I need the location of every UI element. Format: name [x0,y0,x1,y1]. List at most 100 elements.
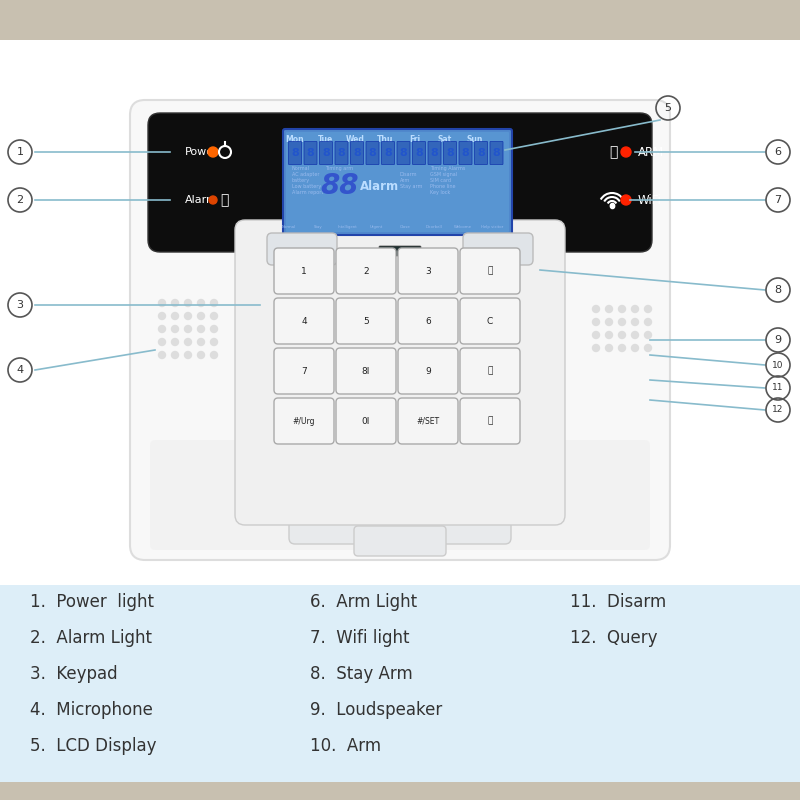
Text: Timing arm: Timing arm [325,166,353,171]
Text: 4: 4 [17,365,23,375]
Circle shape [185,299,191,306]
Circle shape [185,351,191,358]
Circle shape [158,338,166,346]
Text: 10.  Arm: 10. Arm [310,737,381,755]
Text: 8I: 8I [362,366,370,375]
Text: 4: 4 [301,317,307,326]
FancyBboxPatch shape [235,220,565,525]
Circle shape [631,331,638,338]
Circle shape [158,326,166,333]
FancyBboxPatch shape [398,298,458,344]
Circle shape [593,331,599,338]
Circle shape [631,306,638,313]
Text: 8: 8 [430,148,438,158]
Circle shape [621,147,631,157]
Text: #/SET: #/SET [417,417,439,426]
Circle shape [606,345,613,351]
Bar [0,782,800,800]
Circle shape [210,326,218,333]
Text: 🔒: 🔒 [487,266,493,275]
Text: 1.  Power  light: 1. Power light [30,593,154,611]
Text: ARM: ARM [638,146,664,158]
Circle shape [631,345,638,351]
Text: 10: 10 [772,361,784,370]
Text: 9.  Loudspeaker: 9. Loudspeaker [310,701,442,719]
Text: Sun: Sun [467,134,483,143]
FancyBboxPatch shape [382,142,394,165]
Circle shape [210,338,218,346]
Text: 1: 1 [17,147,23,157]
Text: Low battery: Low battery [292,184,322,189]
Text: 8: 8 [291,148,299,158]
Bar [0,0,800,40]
Circle shape [158,351,166,358]
Circle shape [593,318,599,326]
Text: 🔐: 🔐 [487,366,493,375]
Circle shape [621,195,631,205]
FancyBboxPatch shape [398,248,458,294]
Text: 6.  Arm Light: 6. Arm Light [310,593,417,611]
FancyBboxPatch shape [274,248,334,294]
Text: Intelligent: Intelligent [337,225,357,229]
Text: Thu: Thu [377,134,393,143]
Text: 3.  Keypad: 3. Keypad [30,665,118,683]
Circle shape [158,299,166,306]
Circle shape [198,338,205,346]
Text: Alarm: Alarm [185,195,218,205]
Circle shape [606,331,613,338]
FancyBboxPatch shape [150,440,650,550]
Circle shape [171,338,178,346]
Text: 8: 8 [400,148,407,158]
Text: Stay arm: Stay arm [400,184,422,189]
Text: 0I: 0I [362,417,370,426]
Circle shape [158,313,166,319]
FancyBboxPatch shape [304,142,317,165]
FancyBboxPatch shape [379,246,421,256]
FancyBboxPatch shape [460,348,520,394]
Text: 11.  Disarm: 11. Disarm [570,593,666,611]
FancyBboxPatch shape [130,100,670,560]
Text: 3: 3 [17,300,23,310]
FancyBboxPatch shape [274,298,334,344]
Circle shape [618,345,626,351]
FancyBboxPatch shape [463,233,533,265]
Text: 8: 8 [774,285,782,295]
Text: AC adapter: AC adapter [292,172,319,177]
FancyBboxPatch shape [366,142,379,165]
Text: 5.  LCD Display: 5. LCD Display [30,737,157,755]
Text: 8: 8 [353,148,361,158]
Text: 8: 8 [493,148,500,158]
Text: Sat: Sat [438,134,452,143]
Text: 9: 9 [425,366,431,375]
Text: Fri: Fri [410,134,421,143]
Text: Urgent: Urgent [370,225,382,229]
Circle shape [593,306,599,313]
Text: Mon: Mon [286,134,304,143]
Text: 8.  Stay Arm: 8. Stay Arm [310,665,413,683]
Text: Normal: Normal [292,166,310,171]
Text: Timing Alarms: Timing Alarms [430,166,466,171]
Text: Normal: Normal [282,225,296,229]
Text: 8: 8 [384,148,392,158]
FancyBboxPatch shape [460,248,520,294]
FancyBboxPatch shape [459,142,472,165]
Circle shape [210,299,218,306]
Text: 88: 88 [321,172,359,200]
Text: GSM signal: GSM signal [430,172,457,177]
Circle shape [171,299,178,306]
Text: 8: 8 [477,148,485,158]
Text: 12.  Query: 12. Query [570,629,658,647]
Text: 8: 8 [306,148,314,158]
Bar [0,40,800,585]
FancyBboxPatch shape [398,398,458,444]
FancyBboxPatch shape [336,248,396,294]
Text: 8: 8 [415,148,423,158]
Circle shape [210,313,218,319]
FancyBboxPatch shape [148,113,652,252]
FancyBboxPatch shape [274,398,334,444]
FancyBboxPatch shape [335,142,348,165]
Text: Power: Power [185,147,218,157]
Text: 5: 5 [665,103,671,113]
FancyBboxPatch shape [274,348,334,394]
FancyBboxPatch shape [443,142,457,165]
